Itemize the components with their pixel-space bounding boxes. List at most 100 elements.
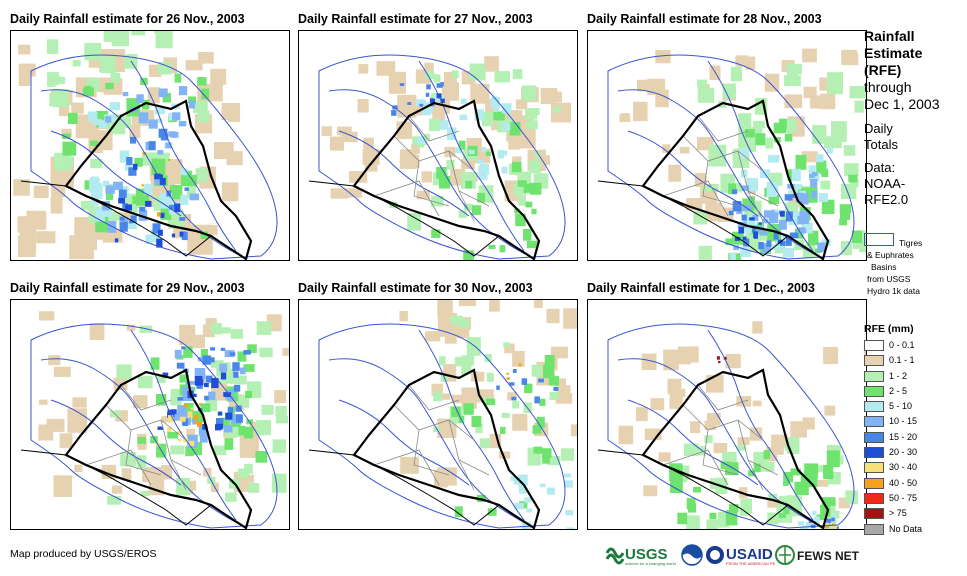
- rain-cell: [488, 244, 496, 250]
- rain-cell: [144, 183, 153, 195]
- rain-cell: [556, 385, 571, 399]
- rain-cell: [742, 236, 747, 241]
- rain-cell: [46, 418, 65, 432]
- rain-cell: [125, 204, 132, 211]
- rain-cell: [127, 203, 138, 213]
- basin-line: from USGS: [867, 274, 911, 284]
- rain-cell: [187, 411, 193, 418]
- rain-cell: [58, 102, 70, 117]
- rain-cell: [150, 229, 161, 243]
- rain-cell: [764, 73, 780, 92]
- rain-cell: [518, 363, 522, 367]
- rain-cell: [740, 246, 751, 257]
- rain-cell: [741, 214, 747, 221]
- rain-cell: [686, 498, 696, 510]
- rain-cell: [831, 517, 835, 522]
- rain-cell: [852, 242, 862, 249]
- rain-cell: [107, 495, 121, 505]
- legend-daily-line: Totals: [864, 137, 898, 152]
- border-line: [20, 180, 212, 257]
- rain-cell: [158, 229, 163, 236]
- rain-cell: [185, 60, 203, 71]
- rain-cell: [56, 76, 66, 84]
- rain-cell: [479, 438, 490, 449]
- rain-cell: [784, 75, 801, 86]
- rain-cell: [136, 95, 144, 104]
- rain-cell: [439, 120, 449, 130]
- province-boundary: [747, 190, 764, 222]
- rain-cell: [348, 188, 362, 198]
- rain-cell: [105, 185, 115, 194]
- rain-cell: [215, 423, 223, 430]
- border-line: [597, 449, 789, 526]
- rain-cell: [690, 421, 701, 434]
- legend-through-line: through: [864, 79, 912, 95]
- rain-cell: [539, 483, 546, 488]
- map-panel-29-nov: Daily Rainfall estimate for 29 Nov., 200…: [10, 281, 290, 531]
- rain-cell: [526, 508, 533, 513]
- rain-cell: [205, 318, 217, 328]
- rain-cell: [282, 348, 289, 356]
- rain-cell: [130, 136, 137, 144]
- rain-cell: [784, 442, 797, 451]
- basin-line: Tigres: [899, 238, 923, 248]
- rain-cell: [194, 421, 198, 424]
- rain-cell: [275, 406, 287, 417]
- legend-data-line: RFE2.0: [864, 192, 909, 207]
- rain-cell: [534, 300, 543, 308]
- rain-cell: [512, 69, 523, 80]
- rain-cell: [718, 361, 721, 364]
- rain-cell: [669, 398, 681, 409]
- rain-cell: [791, 168, 801, 182]
- rain-cell: [477, 159, 484, 164]
- rain-cell: [259, 347, 273, 358]
- rain-cell: [799, 210, 810, 224]
- rain-cell: [87, 111, 98, 122]
- rain-cell: [709, 512, 717, 520]
- rain-cell: [178, 439, 182, 442]
- rain-cell: [735, 236, 741, 241]
- rain-cell: [839, 204, 852, 214]
- rain-cell: [18, 235, 36, 257]
- rain-cell: [677, 346, 691, 365]
- rain-cell: [725, 510, 738, 526]
- rain-cell: [167, 409, 175, 418]
- rain-cell: [738, 113, 752, 128]
- rain-cell: [782, 481, 789, 486]
- province-boundary: [662, 180, 729, 217]
- rain-cell: [72, 397, 87, 408]
- rain-cell: [391, 110, 397, 116]
- rain-cell: [187, 236, 205, 251]
- rain-cell: [114, 238, 119, 243]
- rain-cell: [497, 149, 504, 159]
- rain-cell: [179, 217, 186, 221]
- rain-cell: [461, 355, 475, 366]
- rain-cell: [137, 440, 147, 450]
- rain-cell: [162, 372, 169, 378]
- rain-cell: [389, 201, 398, 209]
- rain-cell: [765, 461, 775, 472]
- rain-cell: [349, 171, 368, 183]
- rain-cell: [423, 133, 430, 141]
- rain-cell: [173, 413, 181, 421]
- rain-cell: [133, 163, 138, 170]
- rfe-label: 0.1 - 1: [889, 355, 915, 366]
- rain-cell: [72, 59, 81, 67]
- rain-cell: [138, 209, 148, 221]
- rain-cell: [778, 513, 786, 518]
- rain-cell: [765, 137, 774, 149]
- rain-cell: [805, 522, 811, 527]
- rain-cell: [758, 222, 762, 225]
- rain-cell: [549, 391, 559, 400]
- basin-swatch: [864, 233, 894, 246]
- rain-cell: [820, 180, 831, 190]
- rain-cell: [544, 355, 555, 368]
- rain-cell: [496, 385, 500, 390]
- rain-cell: [223, 425, 233, 433]
- rain-cell: [534, 396, 540, 404]
- rain-cell: [633, 101, 648, 122]
- rain-cell: [555, 393, 573, 404]
- rain-cell: [790, 421, 807, 438]
- rain-cell: [239, 434, 259, 458]
- rain-cell: [243, 350, 251, 355]
